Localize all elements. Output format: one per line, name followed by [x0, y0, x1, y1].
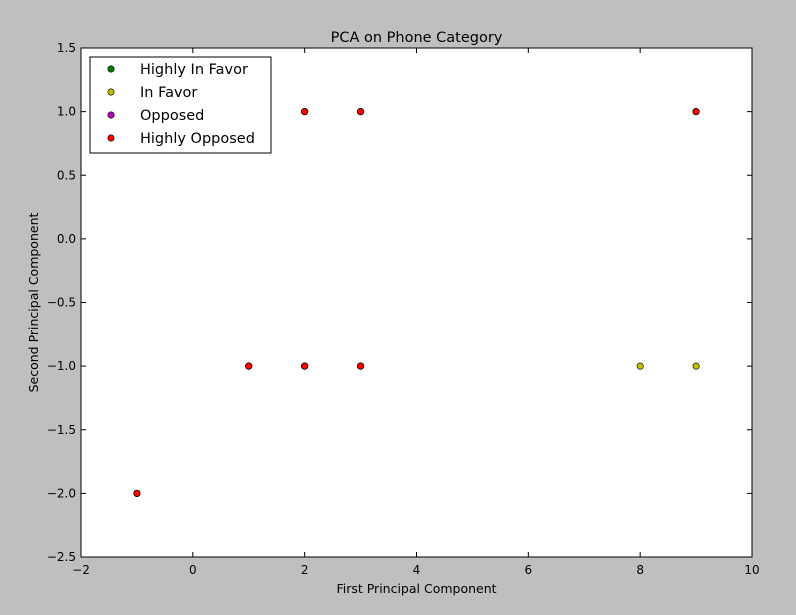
- legend-label: In Favor: [140, 85, 197, 101]
- x-tick-label: 2: [301, 563, 309, 577]
- legend-marker: [107, 111, 115, 119]
- x-axis-label: First Principal Component: [336, 581, 496, 596]
- y-tick-label: 1.5: [57, 41, 76, 55]
- y-tick-label: 0.0: [57, 232, 76, 246]
- x-tick-label: 10: [744, 563, 759, 577]
- data-point: [357, 108, 365, 116]
- data-points: [133, 108, 700, 497]
- x-tick-label: 8: [636, 563, 644, 577]
- data-point: [692, 362, 700, 370]
- legend-marker: [107, 134, 115, 142]
- data-point: [245, 362, 253, 370]
- y-tick-label: −1.5: [47, 423, 76, 437]
- x-tick-label: 6: [525, 563, 533, 577]
- x-tick-label: 0: [189, 563, 197, 577]
- y-tick-label: 1.0: [57, 105, 76, 119]
- legend-box: [89, 56, 272, 154]
- axis-ticks: [80, 47, 753, 558]
- y-tick-label: 0.5: [57, 168, 76, 182]
- y-tick-label: −2.5: [47, 550, 76, 564]
- x-tick-label: −2: [72, 563, 90, 577]
- y-tick-label: −2.0: [47, 486, 76, 500]
- legend-label: Opposed: [140, 108, 204, 124]
- axis-tick-labels: −2 0 2 4 6 8 10 −2.5 −2.0 −1.5 −1.0 −0.5 0.0 0.5 1.0 1.…: [47, 41, 760, 577]
- data-point: [692, 108, 700, 116]
- legend-label: Highly Opposed: [140, 131, 255, 147]
- data-point: [301, 362, 309, 370]
- y-axis-label: Second Principal Component: [26, 213, 41, 393]
- data-point: [636, 362, 644, 370]
- series-points: [133, 108, 700, 497]
- data-point: [301, 108, 309, 116]
- legend-marker: [107, 65, 115, 73]
- y-tick-label: −1.0: [47, 359, 76, 373]
- data-point: [357, 362, 365, 370]
- chart-title: PCA on Phone Category: [331, 30, 503, 46]
- legend-label: Highly In Favor: [140, 62, 248, 78]
- x-tick-label: 4: [413, 563, 421, 577]
- data-point: [133, 489, 141, 497]
- legend-marker: [107, 88, 115, 96]
- y-tick-label: −0.5: [47, 296, 76, 310]
- legend: Highly In Favor In Favor Opposed Highly Opp…: [89, 56, 272, 154]
